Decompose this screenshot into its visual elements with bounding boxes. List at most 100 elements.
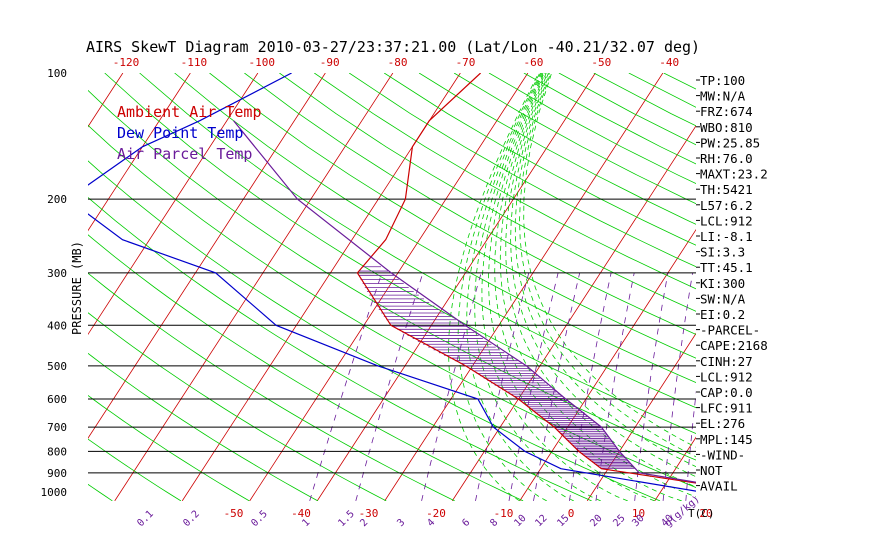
isotherm-line <box>384 73 664 501</box>
isotherm-line <box>654 436 696 501</box>
dry-adiabat-line <box>663 73 696 90</box>
mixing-ratio-line <box>760 273 776 501</box>
moist-adiabat-line <box>519 73 696 458</box>
mixing-ratio-label: 25 <box>611 513 627 529</box>
moist-adiabat-line <box>488 73 655 501</box>
dry-adiabat-line <box>88 352 318 501</box>
stats-item: RH:76.0 <box>700 151 753 166</box>
mixing-ratio-label: 12 <box>533 513 549 529</box>
dry-adiabat-line <box>209 73 696 359</box>
pressure-tick-label: 100 <box>47 67 67 80</box>
bottom-temp-tick-label: -20 <box>426 507 446 520</box>
dry-adiabat-line <box>244 73 696 335</box>
stats-panel: TP:100MW:N/AFRZ:674WBO:810PW:25.85RH:76.… <box>696 73 768 494</box>
dry-adiabat-line <box>88 160 661 501</box>
dry-adiabat-line <box>88 483 113 501</box>
stats-item: MPL:145 <box>700 432 753 447</box>
stats-item: CINH:27 <box>700 354 753 369</box>
isotherm-line <box>88 73 326 439</box>
pressure-tick-label: 600 <box>47 393 67 406</box>
sounding-series <box>88 73 696 492</box>
stats-item: TP:100 <box>700 73 745 88</box>
moist-adiabat-line <box>514 73 696 468</box>
moist-adiabat-line <box>481 73 628 501</box>
stats-item: SW:N/A <box>700 291 746 306</box>
moist-adiabat-line <box>466 73 574 501</box>
mixing-ratio-line <box>421 272 482 501</box>
stats-item: LCL:912 <box>700 369 753 384</box>
dry-adiabat-line <box>314 73 696 290</box>
top-temp-tick-label: -50 <box>591 56 611 69</box>
top-temp-tick-label: -120 <box>113 56 140 69</box>
dry-adiabat-line <box>418 73 696 225</box>
top-temp-tick-label: -40 <box>659 56 679 69</box>
stats-item: TH:5421 <box>700 182 753 197</box>
mixing-ratio-line <box>355 272 424 501</box>
mixing-ratio-line <box>508 272 559 501</box>
isotherm-line <box>451 125 696 501</box>
isotherm-line <box>88 73 191 232</box>
dry-adiabat-line <box>88 196 592 501</box>
isotherm-line <box>0 73 55 501</box>
mixing-ratio-line <box>784 273 797 501</box>
dry-adiabat-line <box>488 73 696 185</box>
stats-item: CAP:0.0 <box>700 385 753 400</box>
dry-adiabat-line <box>88 272 455 501</box>
moist-adiabat-line <box>448 73 539 501</box>
mixing-ratio-label: 1.5 <box>336 509 357 530</box>
stats-item: NOT <box>700 463 723 478</box>
dry-adiabat-line <box>88 438 182 501</box>
stats-item: PW:25.85 <box>700 135 760 150</box>
dry-adiabat-line <box>139 73 696 409</box>
stats-item: SI:3.3 <box>700 245 745 260</box>
moist-adiabat-line <box>474 73 601 501</box>
dry-adiabat-line <box>383 73 696 246</box>
dry-adiabat-line <box>453 73 696 205</box>
pressure-tick-label: 1000 <box>41 486 68 499</box>
stats-item: MAXT:23.2 <box>700 167 768 182</box>
isotherm-line <box>249 73 529 501</box>
dry-adiabat-line <box>88 394 250 501</box>
bottom-temp-tick-label: -40 <box>291 507 311 520</box>
stats-item: L57:6.2 <box>700 198 753 213</box>
top-temp-tick-label: -90 <box>320 56 340 69</box>
dry-adiabat-line <box>88 124 696 488</box>
temp-unit-label: T(C) <box>688 507 715 520</box>
stats-item: LI:-8.1 <box>700 229 753 244</box>
mixing-ratio-line <box>837 273 843 501</box>
mixing-ratio-line <box>805 273 815 501</box>
mixing-ratio-label: 10 <box>512 513 528 529</box>
series-line-ambient-air-temp <box>356 73 696 484</box>
legend: Ambient Air Temp Dew Point Temp Air Parcel… <box>117 103 262 163</box>
pressure-tick-label: 800 <box>47 445 67 458</box>
mixing-ratio-label: 0.5 <box>249 509 270 530</box>
stats-item: MW:N/A <box>700 89 746 104</box>
pressure-tick-label: 500 <box>47 360 67 373</box>
mixing-ratio-line <box>634 272 669 501</box>
pressure-tick-label: 300 <box>47 267 67 280</box>
mixing-ratio-label: 0.1 <box>135 509 156 530</box>
dry-adiabat-line <box>88 89 696 461</box>
stats-item: TT:45.1 <box>700 260 753 275</box>
top-temp-tick-label: -70 <box>456 56 476 69</box>
stats-item: FRZ:674 <box>700 104 753 119</box>
bottom-temp-tick-label: -50 <box>224 507 244 520</box>
top-temp-tick-label: -60 <box>523 56 543 69</box>
dry-adiabat-line <box>348 73 696 268</box>
isotherm-line <box>857 73 870 501</box>
stats-item: WBO:810 <box>700 120 753 135</box>
pressure-tick-label: 700 <box>47 421 67 434</box>
mixing-ratio-line <box>309 272 383 501</box>
pressure-tick-label: 900 <box>47 467 67 480</box>
top-temp-tick-label: -100 <box>249 56 276 69</box>
pressure-tick-label: 400 <box>47 319 67 332</box>
isotherm-line <box>586 332 696 501</box>
mixing-ratio-line <box>475 272 530 501</box>
dry-adiabat-line <box>279 73 696 312</box>
stats-item: -PARCEL- <box>700 323 760 338</box>
stats-item: LCL:912 <box>700 213 753 228</box>
dry-adiabat-line <box>838 73 870 501</box>
moist-adiabat-line <box>523 73 696 448</box>
isotherm-line <box>88 73 259 336</box>
